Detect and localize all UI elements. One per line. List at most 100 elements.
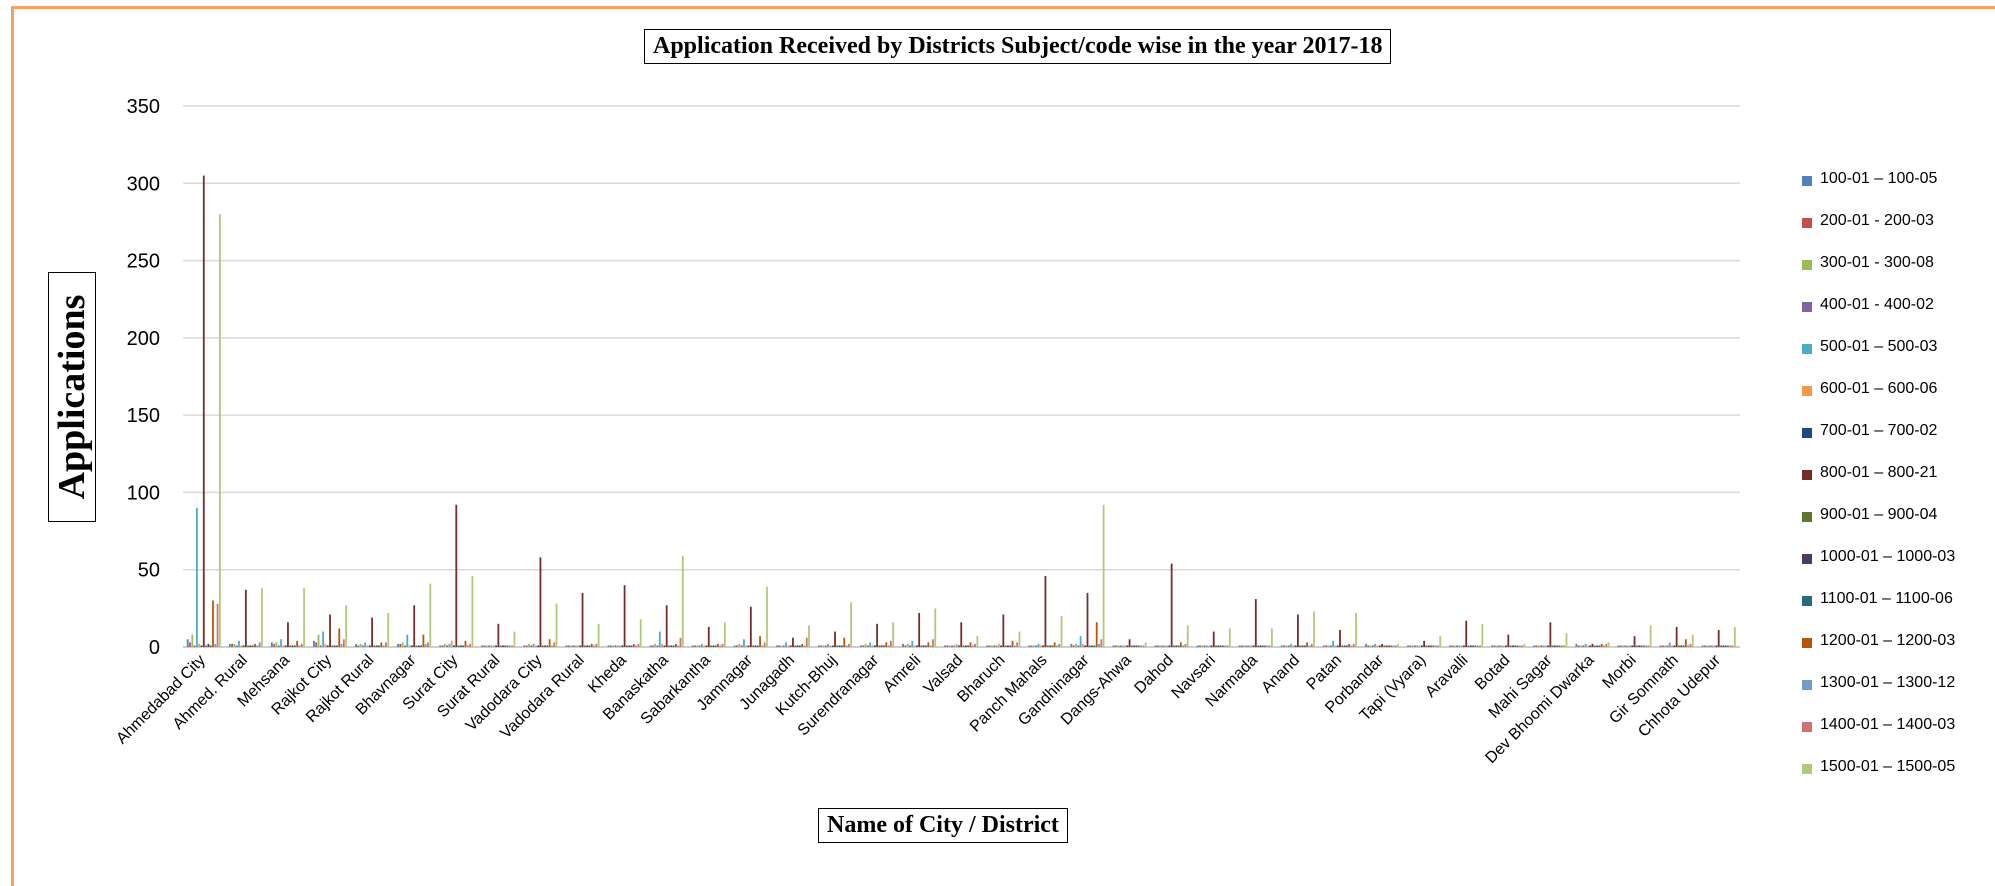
- bar: [885, 642, 888, 647]
- bar: [1124, 645, 1126, 647]
- bar: [1334, 645, 1337, 647]
- legend-swatch: [1802, 722, 1812, 732]
- y-tick-label: 100: [127, 482, 160, 504]
- bar: [1516, 645, 1519, 647]
- bar: [1733, 626, 1736, 647]
- bar: [218, 214, 221, 647]
- bar: [1430, 645, 1432, 647]
- bar: [397, 643, 399, 647]
- bar: [836, 645, 839, 647]
- bar: [1409, 645, 1412, 647]
- bar: [745, 645, 748, 647]
- legend-label: 1200-01 – 1200-03: [1820, 632, 1956, 649]
- bar: [1371, 645, 1374, 647]
- bar: [1205, 645, 1208, 647]
- bar: [843, 637, 846, 647]
- bar: [1102, 504, 1105, 647]
- bar: [1671, 645, 1673, 647]
- bar: [780, 645, 783, 647]
- bar: [1173, 645, 1175, 647]
- bar: [721, 643, 724, 647]
- bar: [838, 645, 841, 647]
- bar: [1271, 628, 1273, 647]
- bar: [1622, 645, 1624, 647]
- bar: [1472, 645, 1475, 647]
- bar: [1313, 611, 1315, 647]
- bar: [1004, 645, 1007, 647]
- bar: [317, 634, 320, 647]
- legend-label: 600-01 – 600-06: [1820, 380, 1938, 397]
- bar: [284, 645, 287, 647]
- bar: [1016, 642, 1019, 647]
- bar: [359, 643, 362, 647]
- bar: [342, 639, 345, 647]
- bar: [1394, 645, 1397, 647]
- bar: [681, 555, 684, 647]
- bar: [282, 645, 285, 647]
- bar: [1119, 645, 1122, 647]
- bar: [630, 645, 633, 647]
- bar: [1007, 645, 1009, 647]
- legend-label: 400-01 - 400-02: [1820, 296, 1934, 313]
- bar: [733, 645, 736, 647]
- bar: [635, 645, 637, 647]
- bar: [1458, 645, 1461, 647]
- bar: [1512, 645, 1514, 647]
- bar: [1035, 645, 1038, 647]
- bar: [1619, 645, 1622, 647]
- bar: [789, 645, 792, 647]
- bar: [1114, 645, 1117, 647]
- bar: [1228, 628, 1231, 647]
- bar: [1079, 636, 1082, 647]
- bar: [892, 622, 895, 647]
- bar: [1033, 645, 1035, 647]
- bar: [1427, 645, 1430, 647]
- bar: [1437, 645, 1439, 647]
- bar: [1042, 645, 1045, 647]
- bar: [1037, 643, 1040, 647]
- bar: [798, 645, 801, 647]
- bar: [1060, 616, 1063, 647]
- legend-label: 1500-01 – 1500-05: [1820, 758, 1956, 775]
- bar: [632, 643, 635, 647]
- bar: [1558, 645, 1561, 647]
- bar: [1629, 645, 1631, 647]
- bar: [1018, 631, 1021, 647]
- bar: [1491, 645, 1494, 647]
- legend-label: 1400-01 – 1400-03: [1820, 716, 1956, 733]
- bar: [1327, 645, 1330, 647]
- bar: [1175, 645, 1178, 647]
- bar: [1420, 645, 1423, 647]
- bar: [439, 645, 442, 647]
- bar: [883, 645, 885, 647]
- x-tick-label: Morbi: [1599, 652, 1639, 692]
- bar: [1617, 645, 1620, 647]
- bar: [1056, 645, 1058, 647]
- bar: [694, 645, 696, 647]
- bar: [672, 645, 675, 647]
- bar: [408, 645, 411, 647]
- bar: [499, 645, 502, 647]
- bar: [1075, 643, 1077, 647]
- bar: [1161, 645, 1164, 647]
- bar: [964, 645, 967, 647]
- bar: [801, 643, 804, 647]
- bar: [1544, 645, 1547, 647]
- bar: [951, 645, 953, 647]
- bar: [1287, 645, 1290, 647]
- bar: [1605, 643, 1608, 647]
- bar: [1586, 645, 1589, 647]
- bar: [1332, 640, 1334, 647]
- bar: [866, 645, 869, 647]
- bar: [1000, 645, 1002, 647]
- bar: [326, 645, 329, 647]
- bar: [1135, 645, 1138, 647]
- bar: [1343, 645, 1346, 647]
- bar: [1283, 645, 1285, 647]
- bar: [508, 645, 511, 647]
- bar: [909, 645, 911, 647]
- bar: [993, 645, 996, 647]
- bar: [1028, 645, 1031, 647]
- bar: [1673, 645, 1676, 647]
- legend-swatch: [1802, 428, 1812, 438]
